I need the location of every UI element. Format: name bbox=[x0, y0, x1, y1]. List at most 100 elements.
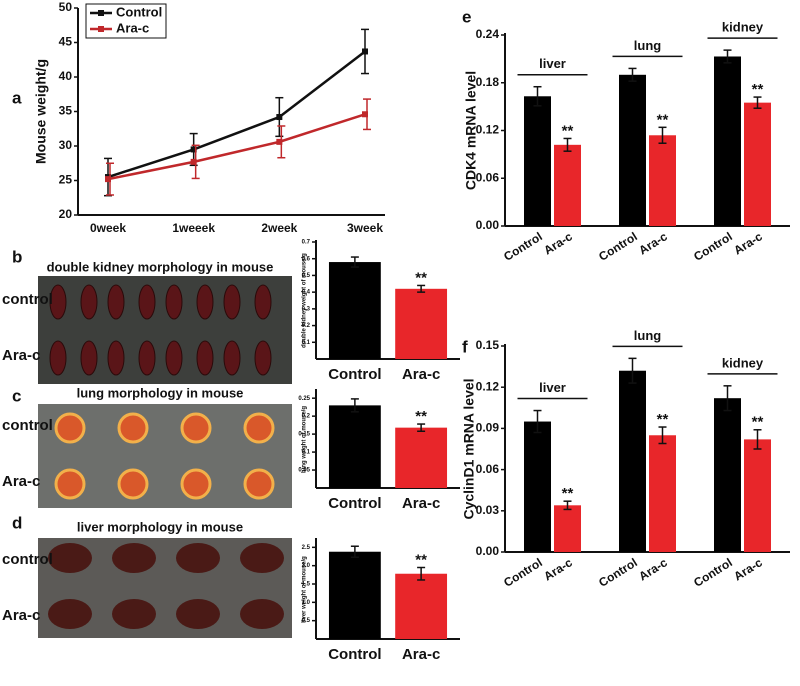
lung-shape bbox=[243, 412, 275, 444]
x-tick-label: Control bbox=[501, 229, 545, 263]
bar bbox=[328, 405, 381, 488]
y-tick-label: 0.00 bbox=[476, 544, 500, 558]
significance: ** bbox=[752, 81, 764, 98]
lung-shape bbox=[54, 468, 86, 500]
x-tick-label: Ara-c bbox=[636, 555, 670, 583]
bar bbox=[328, 262, 381, 359]
significance: ** bbox=[752, 414, 764, 431]
y-tick-label: 30 bbox=[59, 138, 73, 152]
y-tick-label: 1.0 bbox=[302, 600, 311, 606]
liver-shape bbox=[48, 599, 92, 629]
lung-shape bbox=[243, 468, 275, 500]
image-row-label: Ara-c bbox=[2, 473, 40, 490]
y-tick-label: 35 bbox=[59, 104, 73, 118]
bar bbox=[714, 56, 741, 226]
x-tick-label: Control bbox=[596, 555, 640, 589]
bar bbox=[395, 427, 448, 488]
liver-shape bbox=[240, 599, 284, 629]
kidney-shape bbox=[107, 284, 125, 320]
y-tick-label: 0.1 bbox=[302, 450, 311, 456]
panel-letter: c bbox=[12, 386, 21, 405]
x-tick-label: Control bbox=[691, 555, 735, 589]
y-tick-label: 0.5 bbox=[302, 618, 311, 624]
significance: ** bbox=[562, 485, 574, 502]
image-row-label: Ara-c bbox=[2, 607, 40, 624]
group-label: liver bbox=[539, 56, 566, 71]
bar bbox=[524, 96, 551, 226]
y-tick-label: 40 bbox=[59, 69, 73, 83]
x-tick-label: Control bbox=[328, 366, 381, 383]
point bbox=[276, 138, 283, 145]
panel-title: liver morphology in mouse bbox=[77, 519, 243, 534]
point bbox=[190, 146, 197, 153]
lung-shape bbox=[117, 412, 149, 444]
group-label: lung bbox=[634, 38, 661, 53]
y-tick-label: 0.03 bbox=[476, 503, 500, 517]
lung-shape bbox=[54, 412, 86, 444]
y-tick-label: 0.4 bbox=[302, 290, 311, 296]
significance: ** bbox=[415, 551, 427, 568]
y-axis-label: lung weight of mouse/g bbox=[302, 406, 308, 473]
kidney-shape bbox=[223, 284, 241, 320]
x-tick-label: Ara-c bbox=[731, 555, 765, 583]
significance: ** bbox=[657, 411, 669, 428]
y-tick-label: 0.3 bbox=[302, 306, 311, 312]
x-tick-label: 1weeek bbox=[172, 221, 215, 235]
y-tick-label: 0.06 bbox=[476, 462, 500, 476]
y-tick-label: 1.5 bbox=[302, 582, 311, 588]
kidney-shape bbox=[138, 284, 156, 320]
kidney-shape bbox=[223, 340, 241, 376]
x-tick-label: Control bbox=[501, 555, 545, 589]
y-tick-label: 2.0 bbox=[302, 563, 311, 569]
bar bbox=[619, 370, 646, 552]
y-tick-label: 0.09 bbox=[476, 421, 500, 435]
y-tick-label: 0.12 bbox=[476, 379, 500, 393]
legend-label: Ara-c bbox=[116, 20, 149, 35]
x-tick-label: Ara-c bbox=[402, 495, 440, 512]
kidney-shape bbox=[254, 340, 272, 376]
x-tick-label: Ara-c bbox=[541, 555, 575, 583]
x-tick-label: Control bbox=[596, 229, 640, 263]
point bbox=[190, 158, 197, 165]
kidney-shape bbox=[107, 340, 125, 376]
point bbox=[362, 48, 368, 55]
lung-shape bbox=[117, 468, 149, 500]
lung-shape bbox=[180, 412, 212, 444]
bar bbox=[649, 435, 676, 552]
group-label: kidney bbox=[722, 20, 764, 35]
y-tick-label: 0.15 bbox=[298, 432, 310, 438]
bar bbox=[395, 288, 448, 359]
liver-shape bbox=[112, 599, 156, 629]
lung-shape bbox=[180, 468, 212, 500]
panel-letter: b bbox=[12, 247, 22, 266]
x-tick-label: Ara-c bbox=[541, 229, 575, 257]
x-tick-label: 3week bbox=[347, 221, 383, 235]
group-label: lung bbox=[634, 328, 661, 343]
series-line bbox=[107, 113, 366, 181]
y-tick-label: 0.05 bbox=[298, 468, 310, 474]
kidney-shape bbox=[165, 284, 183, 320]
y-axis-label: CyclinD1 mRNA level bbox=[461, 378, 477, 519]
kidney-shape bbox=[49, 340, 67, 376]
significance: ** bbox=[657, 111, 669, 128]
y-axis-label: double kidney weight of mouse/g bbox=[302, 253, 308, 348]
bar bbox=[554, 144, 581, 226]
point bbox=[276, 114, 283, 121]
panel-letter: f bbox=[462, 337, 468, 356]
bar bbox=[714, 398, 741, 552]
panel-letter: a bbox=[12, 88, 22, 107]
kidney-shape bbox=[196, 284, 214, 320]
panel-title: lung morphology in mouse bbox=[77, 385, 244, 400]
y-tick-label: 0.25 bbox=[298, 396, 310, 402]
series-line bbox=[107, 50, 366, 179]
y-tick-label: 25 bbox=[59, 173, 73, 187]
kidney-shape bbox=[49, 284, 67, 320]
image-row-label: control bbox=[2, 291, 53, 308]
liver-shape bbox=[176, 599, 220, 629]
x-tick-label: Ara-c bbox=[402, 366, 440, 383]
y-tick-label: 0.5 bbox=[302, 273, 311, 279]
legend-label: Control bbox=[116, 4, 162, 19]
y-axis-label: Mouse weight/g bbox=[33, 59, 49, 164]
